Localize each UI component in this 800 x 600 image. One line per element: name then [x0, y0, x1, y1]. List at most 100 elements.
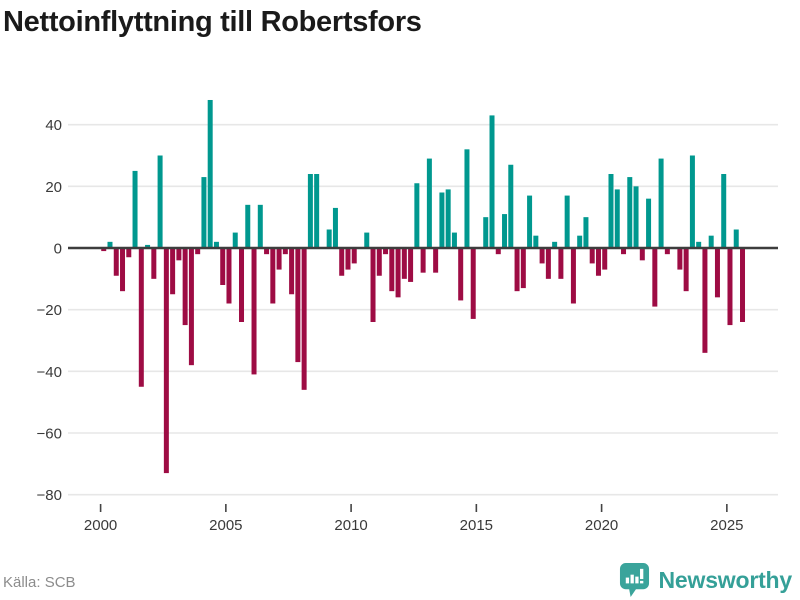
- x-axis-label-2010: 2010: [334, 517, 367, 534]
- bar-2008-q3: [314, 174, 320, 248]
- bar-2016-q2: [508, 164, 514, 248]
- bar-2019-q1: [577, 235, 583, 248]
- source-label: Källa: SCB: [3, 574, 76, 591]
- bar-2019-q4: [595, 248, 601, 276]
- bar-2011-q2: [383, 248, 389, 255]
- x-axis-label-2000: 2000: [84, 517, 117, 534]
- bar-2005-q1: [226, 248, 232, 304]
- bar-2006-q4: [270, 248, 276, 304]
- bar-2006-q3: [264, 248, 270, 255]
- bar-2017-q2: [533, 235, 539, 248]
- bar-2014-q4: [470, 248, 476, 319]
- bar-2004-q4: [220, 248, 226, 285]
- y-axis-label--20: −20: [37, 302, 62, 319]
- bar-2019-q3: [589, 248, 595, 264]
- bar-2015-q4: [495, 248, 501, 255]
- bar-2020-q1: [602, 248, 608, 270]
- bar-2014-q3: [464, 149, 470, 248]
- bar-2007-q2: [282, 248, 288, 255]
- y-axis-label-20: 20: [45, 179, 62, 196]
- bar-2025-q1: [727, 248, 733, 326]
- chart-title: Nettoinflyttning till Robertsfors: [3, 6, 422, 38]
- bar-2005-q4: [245, 204, 251, 248]
- bar-2012-q3: [414, 183, 420, 248]
- bar-2005-q3: [239, 248, 245, 322]
- x-axis-label-2005: 2005: [209, 517, 242, 534]
- bar-2002-q2: [157, 155, 163, 248]
- bar-2024-q3: [714, 248, 720, 298]
- bar-2022-q1: [652, 248, 658, 307]
- bar-2006-q1: [251, 248, 257, 375]
- bar-2000-q4: [120, 248, 126, 292]
- bar-2000-q2: [107, 241, 113, 248]
- bar-2015-q3: [489, 115, 495, 248]
- bar-2021-q2: [633, 186, 639, 248]
- bar-2003-q4: [195, 248, 201, 255]
- bar-2024-q2: [708, 235, 714, 248]
- y-axis-label--40: −40: [37, 364, 62, 381]
- bar-2012-q2: [408, 248, 414, 282]
- bar-2008-q1: [301, 248, 307, 390]
- bar-2016-q1: [502, 214, 508, 248]
- bar-2014-q2: [458, 248, 464, 301]
- bar-2001-q2: [132, 170, 138, 248]
- bar-2010-q1: [351, 248, 357, 264]
- bar-2020-q2: [608, 174, 614, 248]
- bar-2018-q3: [564, 195, 570, 248]
- bar-2008-q2: [307, 174, 313, 248]
- bar-2004-q2: [207, 99, 213, 249]
- bar-2016-q4: [520, 248, 526, 289]
- y-axis-label--80: −80: [37, 487, 62, 504]
- bar-2016-q3: [514, 248, 520, 292]
- chart-footer: Källa: SCB Newsworthy: [0, 560, 800, 600]
- bar-2012-q1: [401, 248, 407, 279]
- bar-2025-q3: [740, 248, 746, 322]
- bar-2021-q1: [627, 177, 633, 248]
- bar-2009-q4: [345, 248, 351, 270]
- bar-2022-q3: [664, 248, 670, 255]
- bar-2017-q3: [539, 248, 545, 264]
- bar-2007-q1: [276, 248, 282, 270]
- bar-2012-q4: [420, 248, 426, 273]
- bar-2009-q3: [339, 248, 345, 276]
- bar-2000-q1: [101, 248, 107, 252]
- x-axis-label-2020: 2020: [585, 517, 618, 534]
- bar-2013-q2: [433, 248, 439, 273]
- bar-2010-q4: [370, 248, 376, 322]
- bar-2011-q1: [376, 248, 382, 276]
- bar-2023-q2: [683, 248, 689, 292]
- bar-2021-q4: [646, 198, 652, 248]
- bar-2003-q2: [182, 248, 188, 326]
- bar-2022-q2: [658, 158, 664, 248]
- bar-2013-q1: [426, 158, 432, 248]
- newsworthy-logo-icon: [619, 563, 649, 597]
- bar-2002-q3: [163, 248, 169, 474]
- bar-2011-q4: [395, 248, 401, 298]
- bar-2018-q1: [552, 241, 558, 248]
- bar-2018-q4: [570, 248, 576, 304]
- bar-2020-q3: [614, 189, 620, 248]
- bar-2015-q2: [483, 217, 489, 248]
- bar-2025-q2: [733, 229, 739, 248]
- bar-2018-q2: [558, 248, 564, 279]
- bar-2019-q2: [583, 217, 589, 248]
- y-axis-label-0: 0: [54, 241, 62, 258]
- bar-2024-q1: [702, 248, 708, 353]
- bar-2001-q3: [138, 248, 144, 387]
- newsworthy-branding: Newsworthy: [619, 562, 792, 598]
- bar-2006-q2: [257, 204, 263, 248]
- bar-2023-q3: [689, 155, 695, 248]
- bar-2001-q1: [126, 248, 132, 258]
- bar-2007-q3: [289, 248, 295, 295]
- bar-2014-q1: [451, 232, 457, 248]
- bar-2011-q3: [389, 248, 395, 292]
- bar-2010-q3: [364, 232, 370, 248]
- bar-2017-q4: [545, 248, 551, 279]
- bar-2017-q1: [527, 195, 533, 248]
- x-axis-label-2025: 2025: [710, 517, 743, 534]
- bar-2013-q3: [439, 192, 445, 248]
- bar-2013-q4: [445, 189, 451, 248]
- bar-2007-q4: [295, 248, 301, 363]
